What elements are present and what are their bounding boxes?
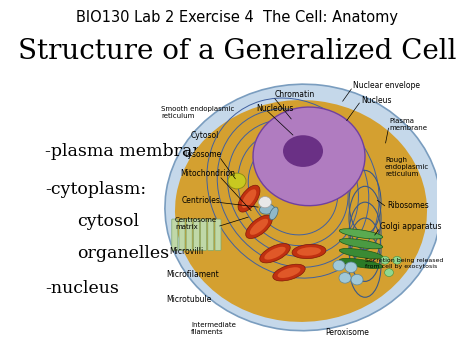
FancyBboxPatch shape [179, 219, 185, 250]
Ellipse shape [175, 100, 427, 322]
Ellipse shape [339, 239, 383, 249]
Ellipse shape [297, 247, 321, 256]
Ellipse shape [333, 260, 345, 271]
Text: Nucleolus: Nucleolus [256, 104, 293, 113]
Ellipse shape [264, 247, 286, 260]
FancyBboxPatch shape [172, 219, 178, 250]
Ellipse shape [259, 204, 274, 214]
Ellipse shape [339, 248, 383, 259]
Ellipse shape [259, 197, 272, 208]
Ellipse shape [339, 258, 383, 268]
Ellipse shape [292, 244, 326, 258]
FancyBboxPatch shape [208, 219, 214, 250]
FancyBboxPatch shape [186, 219, 192, 250]
Text: BIO130 Lab 2 Exercise 4  The Cell: Anatomy: BIO130 Lab 2 Exercise 4 The Cell: Anatom… [76, 10, 398, 25]
Ellipse shape [253, 107, 365, 206]
Text: Chromatin: Chromatin [275, 90, 315, 99]
Text: Centrosome
matrix: Centrosome matrix [175, 217, 217, 230]
Text: Smooth endoplasmic
reticulum: Smooth endoplasmic reticulum [161, 106, 234, 119]
Text: -nucleus: -nucleus [45, 280, 119, 297]
Text: -plasma membrane: -plasma membrane [45, 143, 214, 160]
Ellipse shape [392, 256, 401, 264]
Ellipse shape [250, 219, 268, 235]
Ellipse shape [246, 215, 272, 239]
Text: -cytoplasm:: -cytoplasm: [45, 181, 146, 198]
Text: Nucleus: Nucleus [361, 95, 392, 104]
Ellipse shape [339, 229, 383, 239]
Text: Mitochondrion: Mitochondrion [180, 169, 235, 179]
Text: Cytosol: Cytosol [191, 131, 219, 140]
Ellipse shape [242, 189, 256, 208]
Text: Golgi apparatus: Golgi apparatus [380, 222, 442, 231]
FancyBboxPatch shape [201, 219, 207, 250]
Ellipse shape [351, 274, 363, 285]
Ellipse shape [384, 269, 393, 277]
Text: Microfilament: Microfilament [166, 270, 219, 279]
Text: Microtubule: Microtubule [166, 295, 211, 304]
Text: organelles: organelles [77, 245, 169, 262]
Text: Structure of a Generalized Cell: Structure of a Generalized Cell [18, 38, 456, 65]
Text: Ribosomes: Ribosomes [387, 201, 429, 210]
Text: Intermediate
filaments: Intermediate filaments [191, 322, 236, 335]
Ellipse shape [283, 135, 323, 167]
Ellipse shape [270, 207, 278, 220]
Text: Peroxisome: Peroxisome [325, 328, 369, 337]
Text: Secretion being released
from cell by exocytosis: Secretion being released from cell by ex… [365, 258, 443, 269]
Text: Nuclear envelope: Nuclear envelope [353, 81, 420, 91]
Ellipse shape [165, 84, 441, 331]
Text: Plasma
membrane: Plasma membrane [389, 118, 427, 131]
Ellipse shape [260, 244, 290, 263]
Text: Rough
endoplasmic
reticulum: Rough endoplasmic reticulum [385, 157, 429, 177]
Ellipse shape [339, 273, 351, 283]
Ellipse shape [381, 256, 390, 264]
Ellipse shape [278, 267, 301, 278]
Text: Centrioles: Centrioles [182, 196, 221, 205]
Ellipse shape [228, 173, 246, 189]
Ellipse shape [345, 262, 357, 273]
Ellipse shape [238, 185, 260, 212]
Text: cytosol: cytosol [77, 213, 139, 230]
Text: Lysosome: Lysosome [184, 150, 221, 159]
FancyBboxPatch shape [215, 219, 221, 250]
Ellipse shape [273, 264, 305, 281]
Text: Microvilli: Microvilli [169, 247, 203, 256]
FancyBboxPatch shape [193, 219, 200, 250]
